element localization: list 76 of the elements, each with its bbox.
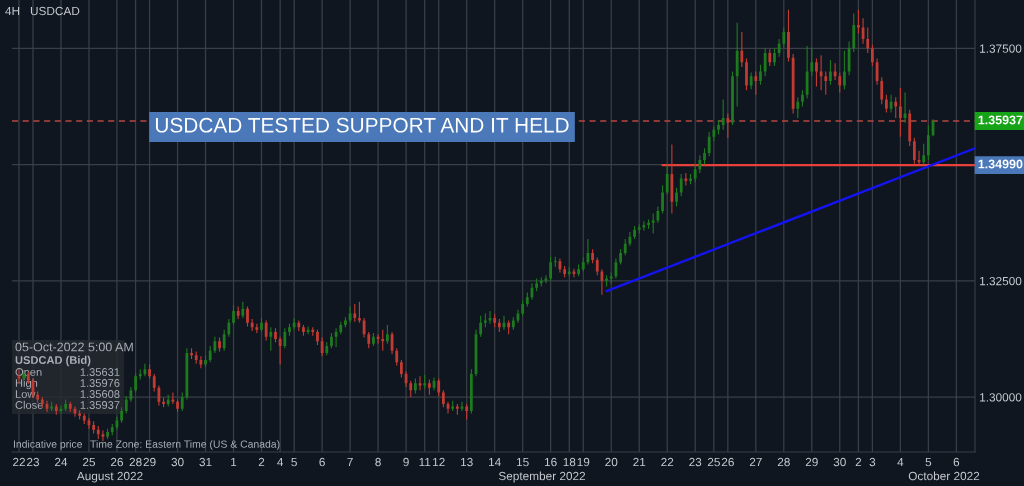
x-tick-label: 16 — [544, 457, 557, 467]
chart-subtitle: USDCAD — [30, 6, 80, 16]
x-tick-label: 4 — [277, 457, 284, 467]
x-tick-label: 2 — [258, 457, 265, 467]
candlestick — [460, 401, 464, 412]
candlestick — [171, 392, 175, 405]
x-tick-label: 26 — [110, 457, 123, 467]
annotation: Close — [15, 400, 43, 409]
x-tick-label: 25 — [82, 457, 96, 467]
x-tick-label: 29 — [143, 457, 156, 467]
x-tick-label: 26 — [721, 457, 734, 467]
x-tick-label: 6 — [953, 457, 960, 467]
x-tick-label: 28 — [777, 457, 790, 467]
text: September 2022 — [498, 471, 586, 483]
candlestick — [903, 92, 907, 123]
candlestick — [455, 404, 459, 415]
candlestick — [651, 213, 655, 234]
candlestick — [917, 150, 921, 165]
x-tick-label: 23 — [689, 457, 702, 467]
x-tick-label: 15 — [516, 457, 529, 467]
candlestick — [572, 268, 576, 278]
x-tick-label: 27 — [749, 457, 762, 467]
x-tick-label: 30 — [833, 457, 846, 467]
x-tick-label: 22 — [661, 457, 674, 467]
annotation: 1.35631 — [80, 368, 120, 376]
x-tick-label: 6 — [319, 457, 325, 467]
x-tick-label: 5 — [291, 457, 297, 467]
annotation: 05-Oct-2022 5:00 AM — [15, 342, 133, 352]
x-tick-label: 8 — [375, 457, 381, 467]
text: August 2022 — [76, 471, 143, 483]
candlestick — [73, 406, 77, 417]
x-tick-label: 30 — [171, 457, 184, 467]
x-tick-label: 5 — [925, 457, 932, 467]
candlestick — [889, 94, 893, 113]
x-tick-label: 21 — [633, 457, 646, 467]
x-tick-label: 1 — [231, 457, 237, 467]
x-tick-label: 20 — [605, 457, 618, 467]
chart-title: 4H — [5, 6, 20, 16]
candlestick — [488, 311, 492, 324]
annotation: 1.35976 — [80, 379, 120, 387]
x-tick-label: 24 — [55, 457, 68, 467]
y-tick-label: 1.37500 — [980, 44, 1022, 53]
ref-line-label: 1.35937 — [978, 115, 1023, 125]
annotation: 1.35937 — [80, 401, 120, 409]
annotation: Time Zone: Eastern Time (US & Canada) — [90, 440, 280, 450]
annotation: USDCAD TESTED SUPPORT AND IT HELD — [155, 117, 569, 133]
candlestick — [483, 313, 487, 328]
x-tick-label: 23 — [27, 457, 40, 467]
x-tick-label: 11 — [419, 457, 431, 467]
x-tick-label: 25 — [707, 457, 720, 467]
x-tick-label: 31 — [199, 457, 212, 467]
x-tick-label: 7 — [347, 457, 353, 467]
candlestick — [418, 376, 422, 391]
x-tick-label: 28 — [129, 457, 142, 467]
y-tick-label: 1.30000 — [980, 393, 1022, 402]
x-tick-label: 18 — [563, 457, 576, 467]
x-tick-label: 9 — [403, 457, 409, 467]
x-tick-label: 29 — [805, 457, 818, 467]
annotation: 1.35608 — [80, 390, 120, 398]
text: October 2022 — [908, 471, 980, 481]
x-tick-label: 4 — [897, 457, 904, 467]
annotation: USDCAD (Bid) — [15, 355, 91, 367]
y-tick-label: 1.32500 — [980, 276, 1022, 286]
x-tick-label: 22 — [13, 457, 25, 467]
x-tick-label: 19 — [577, 457, 590, 467]
candlestick — [59, 405, 63, 414]
x-tick-label: 13 — [461, 457, 473, 467]
candlestick — [423, 374, 427, 389]
x-tick-label: 12 — [433, 457, 445, 467]
candlestick — [502, 315, 506, 330]
x-tick-label: 14 — [489, 457, 501, 467]
annotation: Indicative price — [13, 440, 83, 450]
candlestick — [544, 275, 548, 284]
x-tick-label: 3 — [869, 457, 876, 467]
text: 1.34990 — [978, 159, 1023, 169]
x-tick-label: 2 — [855, 457, 862, 467]
